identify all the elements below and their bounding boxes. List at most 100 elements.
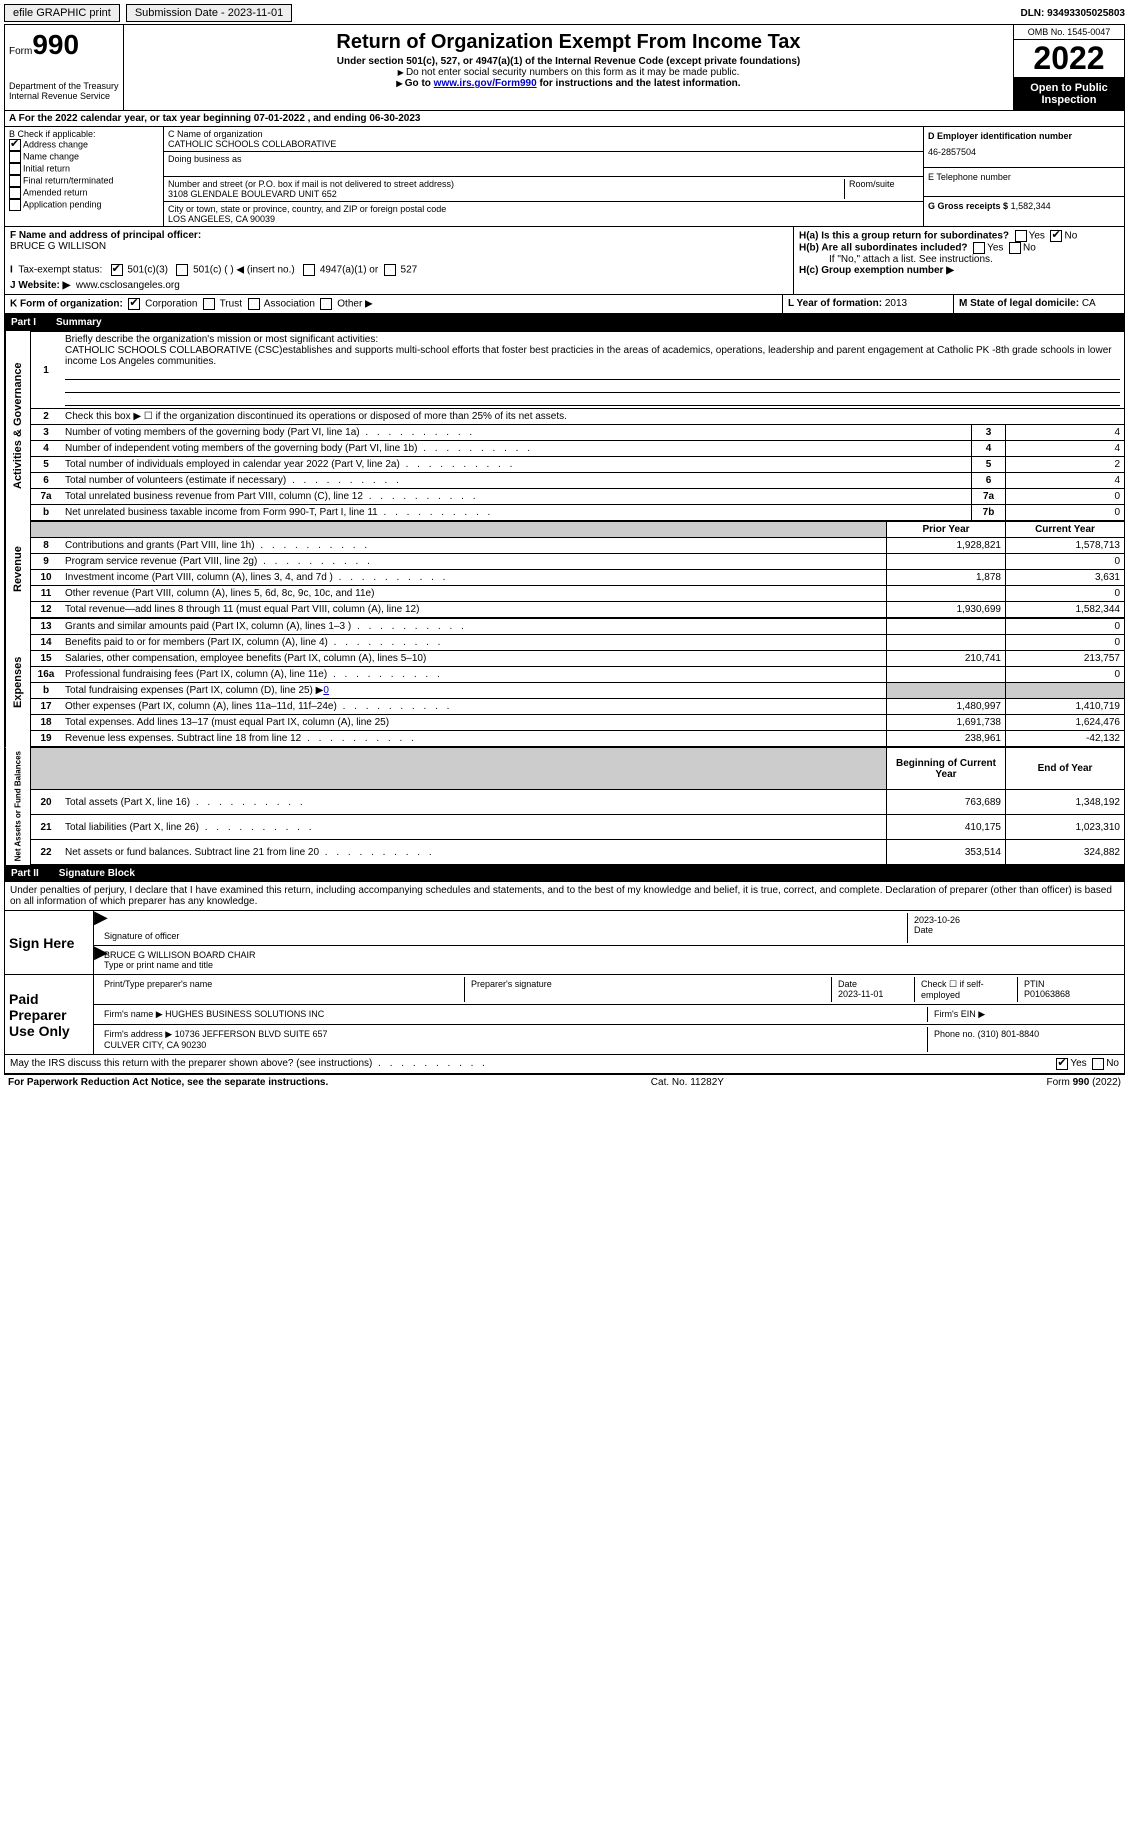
line6: Total number of volunteers (estimate if … (61, 473, 972, 489)
col-b-label: B Check if applicable: (9, 129, 159, 139)
ha-label: H(a) Is this a group return for subordin… (799, 231, 1009, 242)
line1-text: CATHOLIC SCHOOLS COLLABORATIVE (CSC)esta… (65, 345, 1112, 367)
paperwork-label: For Paperwork Reduction Act Notice, see … (8, 1077, 328, 1088)
discuss-yes[interactable] (1056, 1058, 1068, 1070)
l-value: 2013 (885, 298, 907, 309)
line16a: Professional fundraising fees (Part IX, … (61, 667, 887, 683)
line10: Investment income (Part VIII, column (A)… (61, 570, 887, 586)
open-inspection: Open to Public Inspection (1014, 78, 1124, 110)
street: 3108 GLENDALE BOULEVARD UNIT 652 (168, 189, 844, 199)
omb-label: OMB No. 1545-0047 (1014, 25, 1124, 39)
ptin: P01063868 (1024, 989, 1070, 999)
assoc-checkbox[interactable] (248, 298, 260, 310)
line7b: Net unrelated business taxable income fr… (61, 505, 972, 521)
section-a: A For the 2022 calendar year, or tax yea… (4, 110, 1125, 127)
line11: Other revenue (Part VIII, column (A), li… (61, 586, 887, 602)
irs-link[interactable]: www.irs.gov/Form990 (434, 78, 537, 89)
discuss-row: May the IRS discuss this return with the… (4, 1055, 1125, 1074)
527-checkbox[interactable] (384, 264, 396, 276)
dba-label: Doing business as (168, 154, 919, 164)
end-label: End of Year (1006, 748, 1125, 790)
line18: Total expenses. Add lines 13–17 (must eq… (61, 715, 887, 731)
expenses-section: Expenses 13Grants and similar amounts pa… (4, 618, 1125, 747)
hc-label: H(c) Group exemption number ▶ (799, 265, 954, 276)
preparer-block: Paid Preparer Use Only Print/Type prepar… (4, 975, 1125, 1055)
current-year-label: Current Year (1006, 522, 1125, 538)
val7b: 0 (1006, 505, 1125, 521)
line19: Revenue less expenses. Subtract line 18 … (61, 731, 887, 747)
line4: Number of independent voting members of … (61, 441, 972, 457)
sig-name: BRUCE G WILLISON BOARD CHAIR (104, 950, 256, 960)
activities-section: Activities & Governance 1 Briefly descri… (4, 331, 1125, 521)
org-name: CATHOLIC SCHOOLS COLLABORATIVE (168, 139, 919, 149)
form-title: Return of Organization Exempt From Incom… (128, 31, 1009, 54)
street-label: Number and street (or P.O. box if mail i… (168, 179, 844, 189)
part2-header: Part II Signature Block (4, 865, 1125, 882)
501c-checkbox[interactable] (176, 264, 188, 276)
tax-year: 2022 (1014, 39, 1124, 78)
form-header: Form990 Department of the Treasury Inter… (4, 24, 1125, 110)
line16b: Total fundraising expenses (Part IX, col… (61, 683, 887, 699)
discuss-no[interactable] (1092, 1058, 1104, 1070)
m-value: CA (1082, 298, 1096, 309)
line3: Number of voting members of the governin… (61, 425, 972, 441)
other-checkbox[interactable] (320, 298, 332, 310)
4947-checkbox[interactable] (303, 264, 315, 276)
vert-rev: Revenue (5, 521, 30, 618)
val5: 2 (1006, 457, 1125, 473)
line20: Total assets (Part X, line 16) (61, 790, 887, 815)
dln-label: DLN: 93493305025803 (1020, 8, 1125, 19)
line13: Grants and similar amounts paid (Part IX… (61, 619, 887, 635)
val7a: 0 (1006, 489, 1125, 505)
line15: Salaries, other compensation, employee b… (61, 651, 887, 667)
discuss-label: May the IRS discuss this return with the… (10, 1058, 1056, 1070)
identity-grid: B Check if applicable: Address change Na… (4, 127, 1125, 227)
501c3-checkbox[interactable] (111, 264, 123, 276)
begin-label: Beginning of Current Year (887, 748, 1006, 790)
sign-here-block: Sign Here ▶Signature of officer 2023-10-… (4, 911, 1125, 975)
submission-date-button[interactable]: Submission Date - 2023-11-01 (126, 4, 292, 22)
m-label: M State of legal domicile: (959, 298, 1079, 309)
address-change-checkbox[interactable] (9, 139, 21, 151)
org-name-label: C Name of organization (168, 129, 919, 139)
hb-no[interactable] (1009, 242, 1021, 254)
subtitle-2: Do not enter social security numbers on … (128, 67, 1009, 78)
line17: Other expenses (Part IX, column (A), lin… (61, 699, 887, 715)
preparer-label: Paid Preparer Use Only (5, 975, 94, 1054)
subtitle-3: Go to www.irs.gov/Form990 for instructio… (128, 78, 1009, 89)
officer-label: F Name and address of principal officer: (10, 230, 788, 241)
declaration: Under penalties of perjury, I declare th… (4, 882, 1125, 911)
ha-yes[interactable] (1015, 230, 1027, 242)
cat-no: Cat. No. 11282Y (651, 1077, 724, 1088)
form-label: Form (9, 46, 32, 57)
efile-print-button[interactable]: efile GRAPHIC print (4, 4, 120, 22)
name-change-checkbox[interactable] (9, 151, 21, 163)
sig-date: 2023-10-26 (914, 915, 960, 925)
line9: Program service revenue (Part VIII, line… (61, 554, 887, 570)
initial-return-checkbox[interactable] (9, 163, 21, 175)
val4: 4 (1006, 441, 1125, 457)
val3: 4 (1006, 425, 1125, 441)
line5: Total number of individuals employed in … (61, 457, 972, 473)
prep-date: 2023-11-01 (838, 989, 883, 999)
hb-note: If "No," attach a list. See instructions… (799, 254, 1119, 265)
app-pending-checkbox[interactable] (9, 199, 21, 211)
part2-label: Part II (11, 868, 39, 879)
final-return-checkbox[interactable] (9, 175, 21, 187)
amended-checkbox[interactable] (9, 187, 21, 199)
corp-checkbox[interactable] (128, 298, 140, 310)
hb-yes[interactable] (973, 242, 985, 254)
receipts: 1,582,344 (1011, 201, 1051, 211)
trust-checkbox[interactable] (203, 298, 215, 310)
line7a: Total unrelated business revenue from Pa… (61, 489, 972, 505)
dept-label: Department of the Treasury Internal Reve… (9, 81, 119, 101)
part2-title: Signature Block (59, 868, 135, 879)
row-f-h: F Name and address of principal officer:… (4, 227, 1125, 295)
l-label: L Year of formation: (788, 298, 882, 309)
part1-header: Part I Summary (4, 314, 1125, 331)
sign-here-label: Sign Here (5, 911, 94, 974)
line12: Total revenue—add lines 8 through 11 (mu… (61, 602, 887, 618)
top-bar: efile GRAPHIC print Submission Date - 20… (4, 4, 1125, 22)
ha-no[interactable] (1050, 230, 1062, 242)
phone-label: E Telephone number (928, 172, 1120, 182)
